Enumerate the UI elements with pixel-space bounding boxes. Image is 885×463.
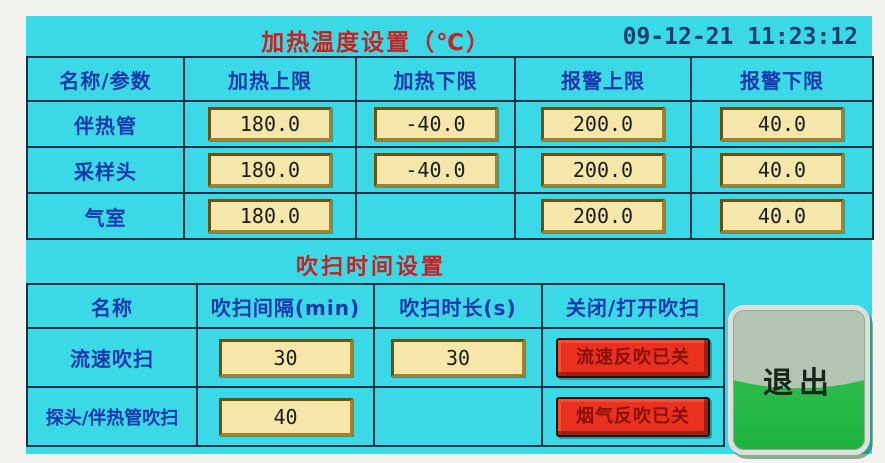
purge-section-title: 吹扫时间设置 (295, 255, 446, 280)
heat-upper-input[interactable]: 180.0 (208, 107, 332, 141)
purge-row-label: 探头/伴热管吹扫 (45, 407, 179, 429)
purge-duration-input[interactable]: 30 (391, 338, 525, 377)
purge-row-label: 流速吹扫 (70, 347, 154, 371)
purge-settings-table: 名称 吹扫间隔(min) 吹扫时长(s) 关闭/打开吹扫 流速吹扫 30 30 … (26, 283, 725, 447)
temp-col-header-alarm-upper: 报警上限 (561, 68, 645, 93)
temp-col-header-heat-lower: 加热下限 (393, 68, 478, 93)
flow-backpurge-toggle-button[interactable]: 流速反吹已关 (556, 337, 710, 378)
alarm-upper-input[interactable]: 200.0 (541, 107, 665, 141)
alarm-lower-input[interactable]: 40.0 (720, 107, 844, 141)
purge-col-header-interval: 吹扫间隔(min) (210, 295, 361, 320)
purge-col-header-duration: 吹扫时长(s) (399, 295, 517, 320)
purge-interval-input[interactable]: 40 (218, 397, 353, 436)
page-title: 加热温度设置（℃） (261, 30, 491, 56)
temp-settings-table: 名称/参数 加热上限 加热下限 报警上限 报警下限 伴热管 180.0 -40.… (26, 56, 874, 240)
temp-row-label: 采样头 (74, 159, 137, 184)
temp-row-label: 气室 (84, 205, 127, 230)
table-row: 气室 180.0 200.0 40.0 (26, 192, 874, 240)
heat-lower-input[interactable]: -40.0 (373, 107, 498, 141)
alarm-lower-input[interactable]: 40.0 (720, 153, 844, 187)
temp-col-header-alarm-lower: 报警下限 (740, 68, 824, 93)
exit-button[interactable]: 退出 (728, 305, 870, 455)
table-row: 流速吹扫 30 30 流速反吹已关 (26, 327, 725, 388)
fluegas-backpurge-toggle-button[interactable]: 烟气反吹已关 (556, 396, 710, 437)
hmi-screen: 加热温度设置（℃） 09-12-21 11:23:12 名称/参数 加热上限 加… (26, 16, 874, 455)
heat-upper-input[interactable]: 180.0 (208, 199, 332, 233)
alarm-upper-input[interactable]: 200.0 (541, 153, 665, 187)
purge-col-header-toggle: 关闭/打开吹扫 (565, 295, 701, 320)
temp-col-header-name: 名称/参数 (59, 68, 152, 93)
table-row: 探头/伴热管吹扫 40 烟气反吹已关 (26, 386, 725, 447)
temp-table-header-row: 名称/参数 加热上限 加热下限 报警上限 报警下限 (26, 56, 874, 102)
temp-col-header-heat-upper: 加热上限 (228, 68, 312, 93)
table-row: 采样头 180.0 -40.0 200.0 40.0 (26, 146, 874, 194)
heat-lower-input[interactable]: -40.0 (373, 153, 498, 187)
empty-cell (355, 192, 516, 240)
alarm-upper-input[interactable]: 200.0 (541, 199, 665, 233)
purge-col-header-name: 名称 (91, 295, 133, 320)
heat-upper-input[interactable]: 180.0 (208, 153, 332, 187)
empty-cell (373, 386, 543, 447)
purge-table-header-row: 名称 吹扫间隔(min) 吹扫时长(s) 关闭/打开吹扫 (26, 283, 725, 329)
datetime-display: 09-12-21 11:23:12 (622, 24, 858, 50)
alarm-lower-input[interactable]: 40.0 (720, 199, 844, 233)
purge-interval-input[interactable]: 30 (218, 338, 353, 377)
temp-row-label: 伴热管 (74, 113, 137, 138)
table-row: 伴热管 180.0 -40.0 200.0 40.0 (26, 100, 874, 148)
